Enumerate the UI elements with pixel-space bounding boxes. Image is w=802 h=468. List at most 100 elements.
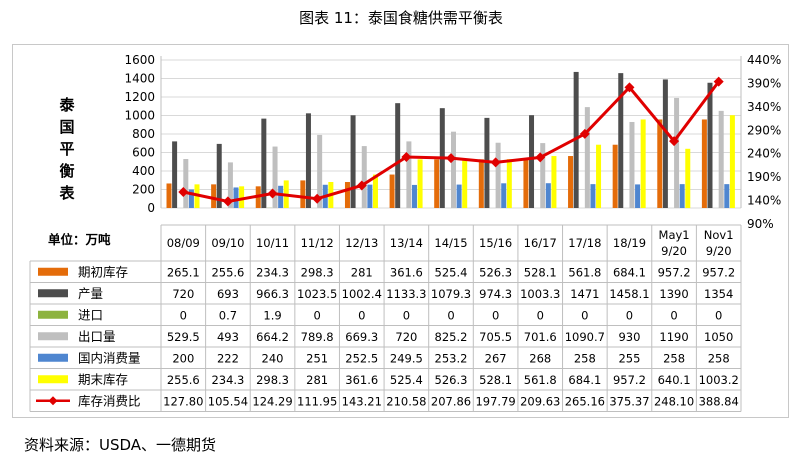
bar [478, 159, 484, 208]
table-cell: 258 [574, 351, 596, 365]
table-cell: 1471 [570, 287, 599, 301]
table-cell: 0 [581, 308, 588, 322]
legend-swatch [38, 310, 68, 319]
table-cell: 268 [529, 351, 551, 365]
legend-swatch [38, 289, 68, 298]
bar [227, 162, 233, 208]
table-cell: 267 [485, 351, 507, 365]
bar [389, 174, 395, 208]
table-cell: 127.80 [163, 394, 203, 408]
ratio-marker [490, 157, 501, 168]
table-cell: 0 [180, 308, 187, 322]
y2-tick-label: 90% [747, 217, 774, 231]
bar [501, 183, 507, 208]
table-cell: 0.7 [219, 308, 237, 322]
ratio-marker [267, 188, 278, 199]
table-cell: 701.6 [524, 330, 557, 344]
y-axis-label-char: 表 [59, 184, 75, 202]
x-category-label: 15/16 [479, 236, 512, 250]
table-cell: 124.29 [252, 394, 292, 408]
bar [618, 73, 624, 208]
table-cell: 930 [618, 330, 640, 344]
table-cell: 222 [217, 351, 239, 365]
ratio-marker [401, 152, 412, 163]
bar [462, 159, 468, 208]
table-cell: 1023.5 [297, 287, 337, 301]
table-cell: 528.1 [524, 265, 557, 279]
table-cell: 298.3 [301, 265, 334, 279]
bar [657, 119, 663, 208]
bar [434, 159, 440, 208]
table-cell: 1003.3 [520, 287, 560, 301]
bar [679, 184, 685, 208]
table-cell: 255 [618, 351, 640, 365]
x-category-label: 10/11 [256, 236, 289, 250]
y-tick-label: 1600 [124, 53, 155, 67]
bar [724, 184, 730, 208]
table-cell: 1190 [659, 330, 688, 344]
table-cell: 281 [351, 265, 373, 279]
x-category-label: 13/14 [390, 236, 423, 250]
bar [640, 119, 646, 208]
y2-tick-label: 140% [747, 194, 781, 208]
table-cell: 265.16 [565, 394, 605, 408]
bar [272, 146, 278, 208]
bar [551, 156, 557, 208]
legend-marker [48, 396, 58, 406]
table-cell: 526.3 [435, 373, 468, 387]
table-cell: 0 [626, 308, 633, 322]
table-cell: 529.5 [167, 330, 200, 344]
ratio-marker [669, 136, 680, 147]
table-cell: 720 [172, 287, 194, 301]
bar [350, 115, 356, 208]
table-cell: 1354 [704, 287, 733, 301]
table-cell: 0 [447, 308, 454, 322]
y-tick-label: 600 [132, 146, 155, 160]
bar [635, 184, 641, 208]
x-category-label: 16/17 [524, 236, 557, 250]
chart-frame [12, 44, 789, 418]
bar [211, 184, 217, 208]
y-axis-label-char: 衡 [59, 162, 75, 180]
y-tick-label: 200 [132, 183, 155, 197]
bar [417, 159, 423, 208]
table-cell: 253.2 [435, 351, 468, 365]
ratio-marker [178, 187, 189, 198]
y-tick-label: 800 [132, 127, 155, 141]
table-cell: 957.2 [702, 265, 735, 279]
legend-label: 出口量 [78, 329, 116, 344]
bar [590, 184, 596, 208]
bar [451, 131, 456, 208]
x-category-label: 09/10 [211, 236, 244, 250]
bar [596, 144, 602, 208]
table-cell: 0 [313, 308, 320, 322]
bar [707, 82, 713, 208]
table-cell: 197.79 [475, 394, 515, 408]
table-cell: 388.84 [699, 394, 739, 408]
bar [506, 159, 512, 208]
table-cell: 1133.3 [386, 287, 426, 301]
table-cell: 957.2 [613, 373, 646, 387]
bar [662, 79, 668, 208]
y2-tick-label: 190% [747, 170, 781, 184]
bar [344, 182, 350, 208]
table-cell: 1458.1 [609, 287, 649, 301]
table-cell: 143.21 [342, 394, 382, 408]
bar [545, 183, 551, 208]
y-tick-label: 400 [132, 164, 155, 178]
table-cell: 693 [217, 287, 239, 301]
table-cell: 526.3 [479, 265, 512, 279]
bar [233, 187, 239, 208]
table-cell: 361.6 [390, 265, 423, 279]
x-category-label: Nov1 [704, 228, 734, 242]
table-cell: 705.5 [479, 330, 512, 344]
bar [612, 144, 618, 208]
table-cell: 966.3 [256, 287, 289, 301]
bar [395, 103, 401, 208]
y-tick-label: 1200 [124, 90, 155, 104]
ratio-marker [446, 153, 456, 164]
table-cell: 1002.4 [342, 287, 382, 301]
table-cell: 0 [403, 308, 410, 322]
ratio-marker [312, 193, 323, 204]
